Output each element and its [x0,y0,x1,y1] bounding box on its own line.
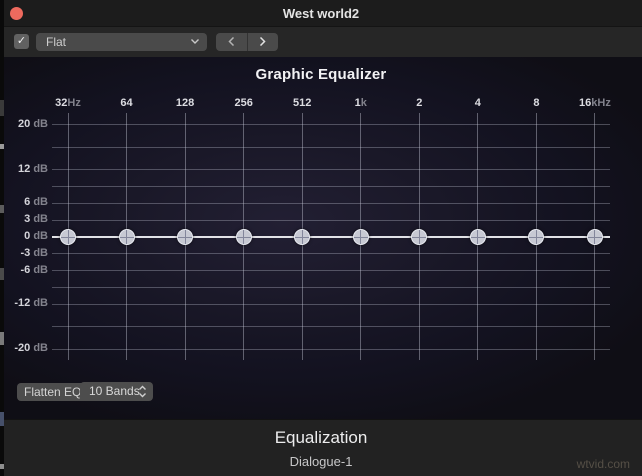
db-gridline [52,253,610,255]
db-axis-label: 12 dB [18,162,48,175]
preset-dropdown[interactable]: Flat [36,33,207,51]
equalizer-panel: Graphic Equalizer 20 dB 12 dB 6 dB 3 dB 0 dB… [0,57,642,419]
db-axis-label: -20 dB [14,342,48,355]
frequency-label: 256 [234,97,253,109]
db-gridline [52,124,610,126]
toolbar: ✓ Flat [0,27,642,57]
footer: Equalization Dialogue-1 wtvid.com [0,419,642,476]
db-axis-label: 3 dB [24,213,48,226]
db-axis-label: -12 dB [14,297,48,310]
band-gain-slider[interactable] [60,229,76,245]
db-gridline [52,219,610,221]
frequency-label: 16kHz [579,97,611,109]
db-gridline [52,287,610,289]
stepper-up-down-icon [139,385,146,398]
band-gain-slider[interactable] [118,229,135,245]
close-button[interactable] [10,7,23,20]
frequency-label: 64 [120,97,133,109]
preset-nav-group [216,33,278,51]
frequency-label: 8 [533,97,540,109]
db-gridline [52,303,610,305]
title-bar: West world2 [0,0,642,27]
bands-count-stepper[interactable]: 10 Bands [80,382,153,401]
db-axis-label: 0 dB [24,230,48,242]
band-gain-slider[interactable] [294,229,311,245]
checkmark-icon: ✓ [16,35,27,47]
frequency-label: 2 [416,97,423,109]
db-gridline [52,326,610,328]
frequency-label: 1k [354,97,367,109]
bands-count-value: 10 Bands [89,384,140,398]
band-gain-slider[interactable] [352,229,369,245]
band-gain-slider[interactable] [411,229,428,245]
preset-dropdown-value: Flat [46,35,67,49]
db-axis-label: 6 dB [24,196,48,209]
band-gain-slider[interactable] [177,229,194,245]
frequency-label: 4 [474,97,481,109]
chevron-left-icon [228,36,234,47]
previous-preset-button[interactable] [216,33,247,51]
db-gridline [52,146,610,148]
db-axis-label: 20 dB [18,117,48,130]
equalizer-title: Graphic Equalizer [255,66,387,83]
db-axis-label: -6 dB [20,263,48,276]
frequency-label: 32Hz [55,97,81,109]
frequency-label: 128 [175,97,195,109]
db-gridline [52,270,610,272]
chevron-down-icon [191,39,199,44]
watermark: wtvid.com [576,457,630,471]
flatten-eq-button[interactable]: Flatten EQ [17,383,89,401]
db-gridline [52,236,610,238]
band-gain-slider[interactable] [586,229,603,245]
db-gridline [52,348,610,350]
db-gridline [52,169,610,171]
band-gain-slider[interactable] [528,229,545,245]
band-gain-slider[interactable] [235,229,252,245]
db-gridline [52,202,610,204]
next-preset-button[interactable] [246,33,279,51]
clip-name: Dialogue-1 [289,454,353,469]
frequency-label: 512 [293,97,312,109]
eq-enabled-checkbox[interactable]: ✓ [14,34,29,49]
background-sliver [0,0,4,476]
effect-name: Equalization [274,428,368,447]
window-title: West world2 [282,6,360,21]
db-axis-label: -3 dB [20,246,48,259]
db-gridline [52,185,610,187]
band-gain-slider[interactable] [469,229,486,245]
chevron-right-icon [260,36,266,47]
